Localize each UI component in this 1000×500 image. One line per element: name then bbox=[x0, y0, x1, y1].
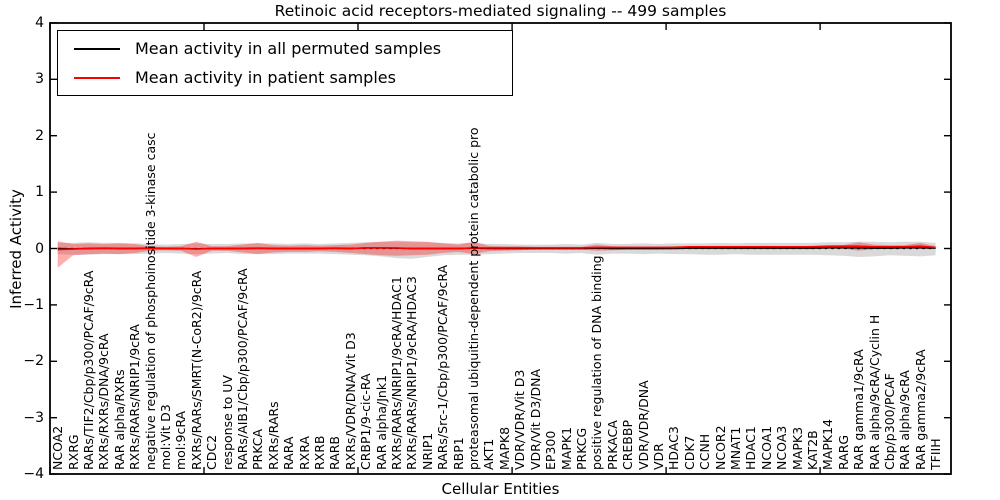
x-category-label: RARs/TIF2/Cbp/p300/PCAF/9cRA bbox=[81, 270, 96, 470]
x-category-label: VDR/Vit D3/DNA bbox=[527, 368, 543, 470]
line-patient bbox=[57, 245, 936, 251]
x-axis-title: Cellular Entities bbox=[441, 480, 560, 498]
x-category-label: RXRs/RARs/NRIP1/9cRA/HDAC1 bbox=[389, 276, 404, 470]
y-tick-label: −1 bbox=[23, 296, 44, 313]
y-tick-label: 3 bbox=[35, 71, 44, 88]
y-tick-label: −4 bbox=[23, 466, 44, 483]
x-category-label: RXRs/VDR/DNA/Vit D3 bbox=[342, 332, 358, 470]
y-tick-label: 2 bbox=[35, 127, 44, 144]
y-tick-label: −2 bbox=[23, 353, 44, 370]
x-category-label: NCOA1 bbox=[758, 425, 774, 470]
x-category-label: proteasomal ubiquitin-dependent protein … bbox=[466, 127, 481, 470]
x-category-label: RXRs/RARs/NRIP1/9cRA bbox=[127, 324, 143, 470]
x-category-label: RAR alpha/RXRs bbox=[111, 369, 127, 470]
x-category-label: RXRs/RARs/SMRT(N-CoR2)/9cRA bbox=[188, 270, 204, 470]
x-category-label: RAR alpha/9cRA bbox=[897, 370, 913, 470]
x-category-label: VDR/VDR/Vit D3 bbox=[512, 369, 528, 470]
x-category-label: positive regulation of DNA binding bbox=[589, 255, 605, 470]
x-category-label: MNAT1 bbox=[727, 426, 743, 470]
x-category-label: KAT2B bbox=[804, 430, 820, 470]
x-category-label: mol:Vit D3 bbox=[158, 404, 173, 470]
x-category-label: MAPK1 bbox=[558, 426, 574, 470]
x-category-label: CCNH bbox=[697, 433, 713, 470]
x-category-label: VDR bbox=[650, 443, 666, 470]
x-category-label: MAPK3 bbox=[789, 426, 805, 470]
y-tick-label: 4 bbox=[35, 14, 44, 31]
x-category-label: RXRB bbox=[312, 435, 327, 470]
x-category-label: NCOA3 bbox=[774, 425, 790, 470]
legend-row-permuted: Mean activity in all permuted samples bbox=[58, 34, 512, 63]
x-category-label: RARG bbox=[835, 434, 851, 470]
x-category-label: PRKCA bbox=[250, 428, 266, 470]
x-category-label: RXRs/RARs/NRIP1/9cRA/HDAC3 bbox=[404, 276, 420, 470]
x-category-label: HDAC3 bbox=[666, 426, 682, 470]
x-category-label: MAPK14 bbox=[820, 419, 836, 470]
x-category-label: RARs/Src-1/Cbp/p300/PCAF/9cRA bbox=[435, 264, 451, 470]
legend-row-patient: Mean activity in patient samples bbox=[58, 63, 512, 92]
legend-label-patient: Mean activity in patient samples bbox=[135, 68, 396, 87]
permuted-line-swatch bbox=[74, 47, 120, 50]
x-category-label: RBP1 bbox=[450, 437, 466, 470]
x-category-label: AKT1 bbox=[481, 438, 497, 470]
x-category-label: RXRG bbox=[65, 434, 81, 470]
band-permuted bbox=[57, 241, 936, 259]
x-category-label: RAR alpha/9cRA/Cyclin H bbox=[866, 314, 882, 470]
x-category-label: RAR alpha/Jnk1 bbox=[373, 374, 389, 470]
x-category-label: PRKCG bbox=[573, 427, 589, 470]
x-category-label: HDAC1 bbox=[743, 426, 759, 470]
x-category-label: RAR gamma1/9cRA bbox=[851, 349, 867, 470]
x-category-label: TFIIH bbox=[928, 438, 944, 470]
x-category-label: CDC2 bbox=[204, 434, 220, 470]
legend: Mean activity in all permuted samples Me… bbox=[57, 30, 513, 96]
x-category-label: CREBBP bbox=[620, 420, 636, 470]
x-category-label: negative regulation of phosphoinositide … bbox=[142, 132, 158, 471]
x-category-label: RXRA bbox=[296, 436, 312, 470]
y-tick-label: 1 bbox=[35, 184, 44, 201]
x-category-label: RARB bbox=[327, 436, 343, 470]
x-category-label: MAPK8 bbox=[496, 426, 512, 470]
x-category-label: PRKACA bbox=[604, 420, 620, 470]
x-category-label: NCOR2 bbox=[712, 425, 728, 470]
x-category-label: RAR gamma2/9cRA bbox=[912, 349, 928, 470]
x-category-label: response to UV bbox=[219, 375, 235, 470]
chart-title: Retinoic acid receptors-mediated signali… bbox=[274, 2, 727, 20]
x-category-label: mol:9cRA bbox=[173, 410, 189, 470]
x-category-label: RXRs/RXRs/DNA/9cRA bbox=[96, 333, 112, 470]
y-tick-label: 0 bbox=[35, 240, 44, 257]
x-category-label: Cbp/p300/PCAF bbox=[881, 373, 897, 470]
x-category-label: CRBP1/9-cic-RA bbox=[358, 373, 374, 470]
x-category-label: RARA bbox=[281, 436, 297, 470]
y-tick-label: −3 bbox=[23, 409, 44, 426]
x-category-label: CDK7 bbox=[681, 435, 697, 470]
x-category-label: RXRs/RARs bbox=[265, 401, 281, 470]
x-category-label: EP300 bbox=[543, 430, 559, 470]
patient-line-swatch bbox=[74, 76, 120, 79]
x-category-label: VDR/VDR/DNA bbox=[635, 380, 651, 470]
x-category-label: NCOA2 bbox=[50, 425, 66, 470]
legend-label-permuted: Mean activity in all permuted samples bbox=[135, 39, 442, 58]
x-category-label: RARs/AIB1/Cbp/p300/PCAF/9cRA bbox=[235, 268, 250, 470]
x-category-label: NRIP1 bbox=[419, 432, 435, 470]
